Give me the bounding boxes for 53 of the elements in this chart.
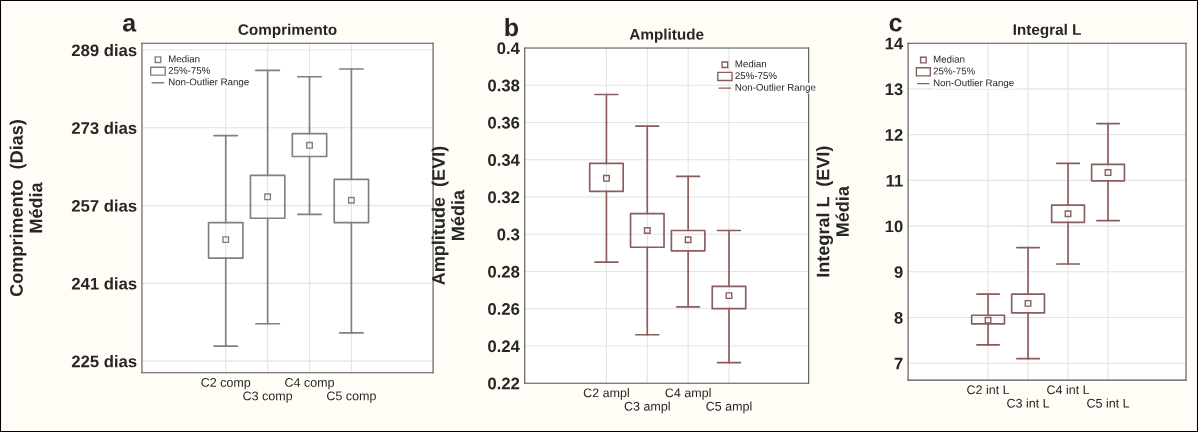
y-tick-label: 225 dias <box>71 355 137 368</box>
y-tick-label: 289 dias <box>71 43 137 57</box>
text: b <box>505 17 519 37</box>
x-tick-label: C5 ampl <box>706 401 752 414</box>
x-tick-label: C3 int L <box>1007 398 1050 408</box>
y-tick-label: 0.38 <box>488 79 520 92</box>
annotation: 25%-75% <box>168 66 210 74</box>
x-tick-label: C4 int L <box>1047 385 1090 395</box>
y-tick-label: 12 <box>885 129 903 141</box>
y-tick-label: 10 <box>885 220 903 233</box>
y-tick-label: 0.32 <box>488 191 520 204</box>
chart-title: Integral L <box>1013 23 1081 39</box>
y-tick-label: 0.26 <box>488 303 520 315</box>
y-tick-label: 257 dias <box>71 199 137 212</box>
y-tick-label: 0.3 <box>497 228 520 241</box>
y-tick-label: 0.28 <box>488 265 520 278</box>
y-tick-label: 9 <box>894 266 903 279</box>
x-tick-label: C2 int L <box>967 385 1010 395</box>
y-axis-title: Comprimento (Dias) Média <box>9 120 43 297</box>
text: Median <box>168 55 200 63</box>
chart-title: Comprimento <box>238 23 337 39</box>
annotation: Median <box>735 60 767 68</box>
annotation: Non-Outlier Range <box>933 79 1014 89</box>
y-tick-label: 0.34 <box>488 154 520 166</box>
y-tick-label: 11 <box>886 174 903 187</box>
x-tick-label: C5 comp <box>327 391 376 403</box>
x-tick-label: C2 ampl <box>583 388 629 400</box>
annotation: 25%-75% <box>735 72 777 80</box>
text: Median <box>933 55 965 63</box>
y-tick-label: 241 dias <box>71 277 137 290</box>
x-tick-label: C4 comp <box>285 378 334 390</box>
annotation: 25%-75% <box>933 67 975 75</box>
y-tick-label: 0.4 <box>497 42 520 55</box>
y-tick-label: 273 dias <box>71 121 137 135</box>
x-tick-label: C4 ampl <box>665 388 711 400</box>
x-tick-label: C2 comp <box>201 378 251 390</box>
chart-title: Amplitude <box>629 28 704 43</box>
x-tick-label: C3 ampl <box>624 401 670 414</box>
y-tick-label: 13 <box>885 83 903 96</box>
x-tick-label: C3 comp <box>243 391 293 403</box>
y-axis-title: Amplitude (EVI) Média <box>431 146 465 285</box>
y-tick-label: 7 <box>894 357 903 370</box>
y-tick-label: 8 <box>894 311 903 324</box>
y-axis-title: Integral L (EVI) Média <box>816 146 849 277</box>
annotation: Non-Outlier Range <box>735 83 816 93</box>
y-tick-label: 0.22 <box>488 377 520 390</box>
text: a <box>122 17 137 32</box>
y-tick-label: 0.24 <box>488 340 520 353</box>
x-tick-label: C5 int L <box>1087 398 1130 408</box>
y-tick-label: 0.36 <box>488 116 520 129</box>
text: c <box>889 17 902 32</box>
y-tick-label: 14 <box>885 37 904 50</box>
annotation: Non-Outlier Range <box>168 78 249 88</box>
